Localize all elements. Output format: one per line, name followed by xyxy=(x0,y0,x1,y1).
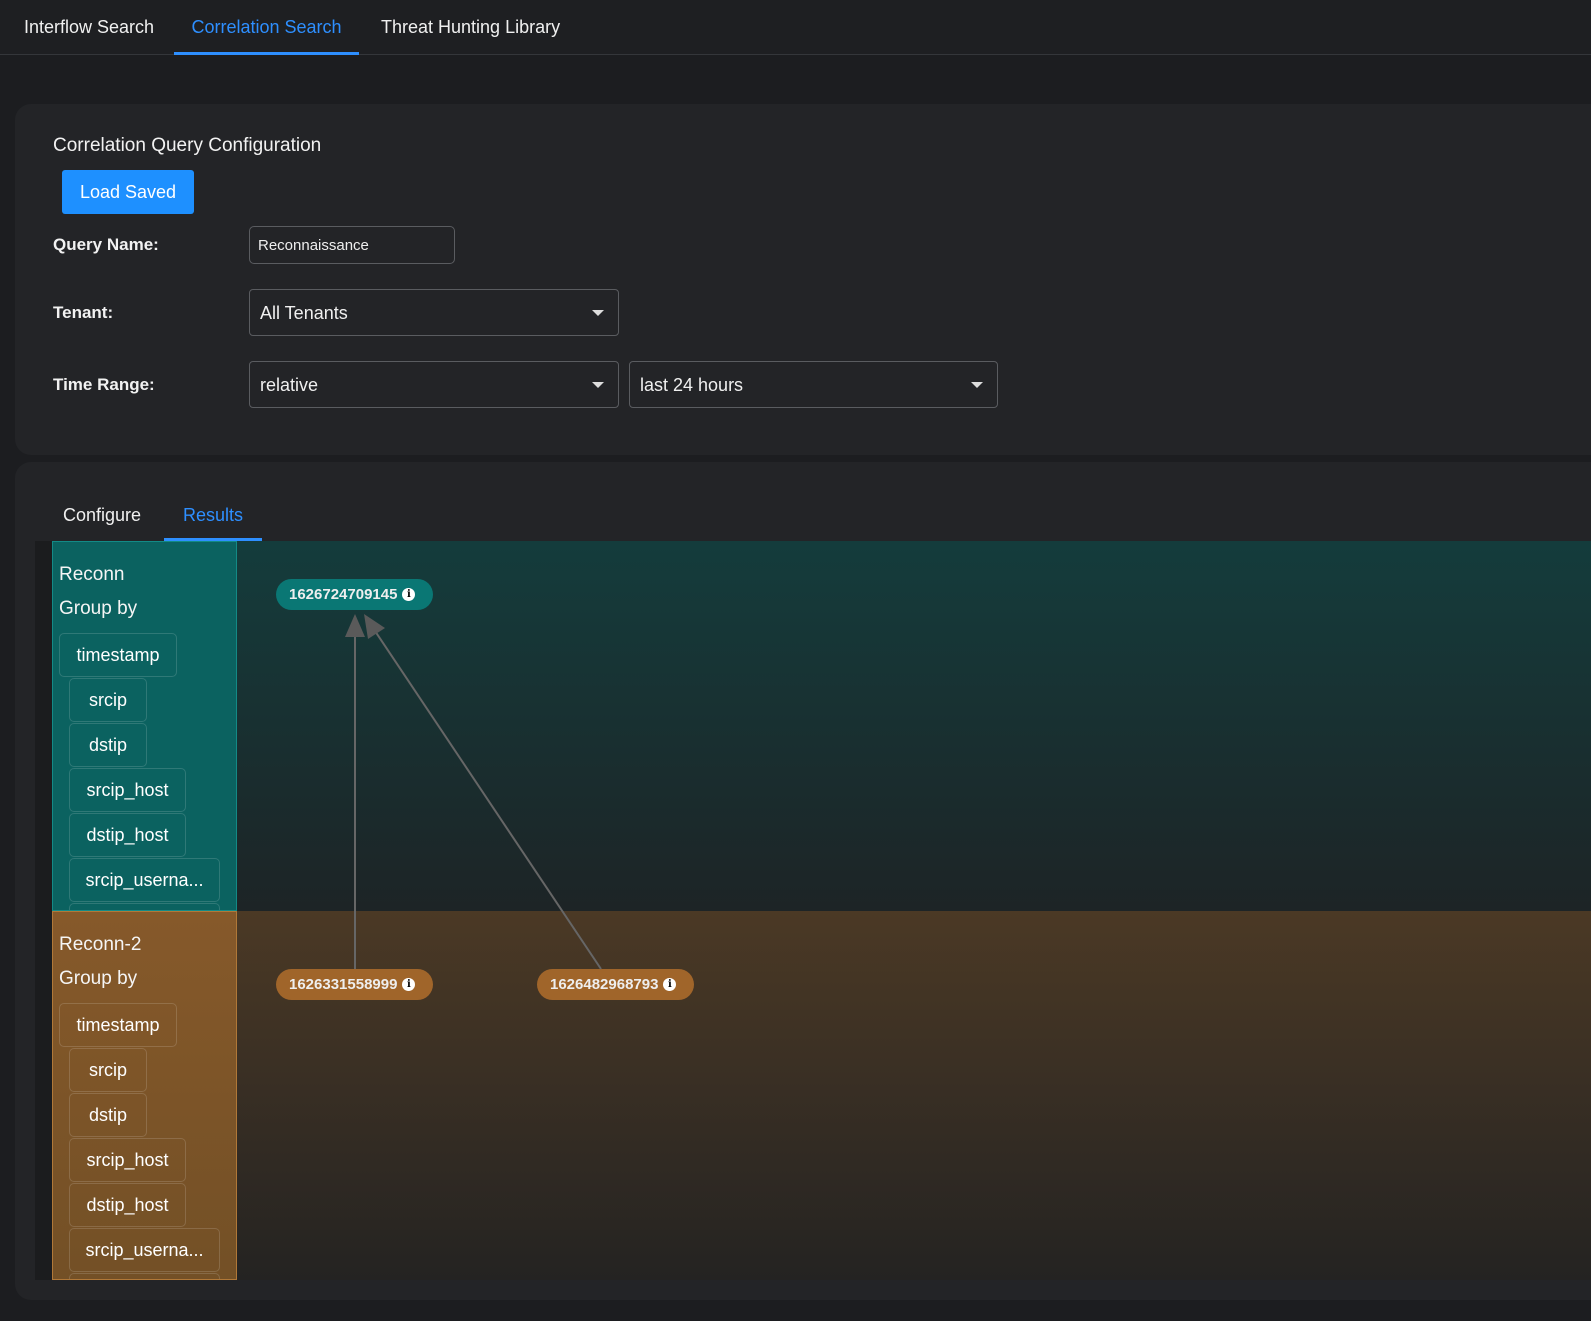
field-chip[interactable]: timestamp xyxy=(59,633,177,677)
event-node[interactable]: 1626482968793 i xyxy=(537,969,694,1000)
tenant-value: All Tenants xyxy=(260,303,348,323)
section-title: Correlation Query Configuration xyxy=(53,135,322,156)
tab-interflow-search[interactable]: Interflow Search xyxy=(24,17,155,37)
tab-threat-hunting-library[interactable]: Threat Hunting Library xyxy=(381,17,561,37)
tenant-label: Tenant: xyxy=(53,303,114,322)
correlation-edges xyxy=(345,614,602,970)
event-node[interactable]: 1626724709145 i xyxy=(276,579,433,610)
node-label: 1626724709145 xyxy=(289,586,398,603)
field-chip[interactable]: srcip_host xyxy=(69,1138,186,1182)
time-range-label: Time Range: xyxy=(53,375,155,394)
time-type-value: relative xyxy=(260,375,319,395)
lane-name: Reconn-2 xyxy=(59,934,142,955)
field-chip[interactable]: dstip_host xyxy=(69,813,186,857)
load-saved-button[interactable]: Load Saved xyxy=(62,170,194,214)
arrowhead-icon xyxy=(345,614,365,637)
info-icon[interactable]: i xyxy=(402,978,416,991)
field-chip[interactable]: srcip_host xyxy=(69,768,186,812)
lane-sidebar: Reconn Group by timestamp srcip dstip sr… xyxy=(52,541,237,911)
field-chip[interactable]: srcip xyxy=(69,1048,147,1092)
query-config-card xyxy=(15,104,1591,455)
node-label: 1626482968793 xyxy=(550,976,659,993)
group-by-label: Group by xyxy=(59,968,138,989)
field-chip[interactable]: timestamp xyxy=(59,1003,177,1047)
tab-correlation-search[interactable]: Correlation Search xyxy=(174,17,359,55)
edge-line xyxy=(374,630,602,970)
arrowhead-icon xyxy=(364,614,385,639)
lane-reconn: Reconn Group by timestamp srcip dstip sr… xyxy=(52,541,1591,911)
tab-results[interactable]: Results xyxy=(164,505,262,541)
group-by-label: Group by xyxy=(59,598,138,619)
lane-reconn-2: Reconn-2 Group by timestamp srcip dstip … xyxy=(52,911,1591,1280)
field-chip[interactable]: srcip_userna... xyxy=(69,1228,220,1272)
chevron-down-icon xyxy=(971,382,983,388)
lane-sidebar: Reconn-2 Group by timestamp srcip dstip … xyxy=(52,911,237,1280)
lane-name: Reconn xyxy=(59,564,125,585)
chevron-down-icon xyxy=(592,310,604,316)
field-chip-partial[interactable] xyxy=(69,903,220,910)
event-node[interactable]: 1626331558999 i xyxy=(276,969,433,1000)
field-chip[interactable]: dstip xyxy=(69,723,147,767)
query-name-label: Query Name: xyxy=(53,235,159,254)
tenant-select[interactable]: All Tenants xyxy=(249,289,619,336)
field-chip[interactable]: dstip_host xyxy=(69,1183,186,1227)
info-icon[interactable]: i xyxy=(402,588,416,601)
time-type-select[interactable]: relative xyxy=(249,361,619,408)
query-name-input[interactable] xyxy=(249,226,455,264)
top-nav: Interflow Search Correlation Search Thre… xyxy=(0,0,1591,55)
time-value: last 24 hours xyxy=(640,375,744,395)
time-value-select[interactable]: last 24 hours xyxy=(629,361,998,408)
info-icon[interactable]: i xyxy=(663,978,677,991)
chevron-down-icon xyxy=(592,382,604,388)
field-chip[interactable]: dstip xyxy=(69,1093,147,1137)
tab-configure[interactable]: Configure xyxy=(63,505,142,525)
field-chip-partial[interactable] xyxy=(69,1273,220,1279)
node-label: 1626331558999 xyxy=(289,976,398,993)
field-chip[interactable]: srcip xyxy=(69,678,147,722)
field-chip[interactable]: srcip_userna... xyxy=(69,858,220,902)
results-graph: Reconn Group by timestamp srcip dstip sr… xyxy=(35,541,1591,1280)
